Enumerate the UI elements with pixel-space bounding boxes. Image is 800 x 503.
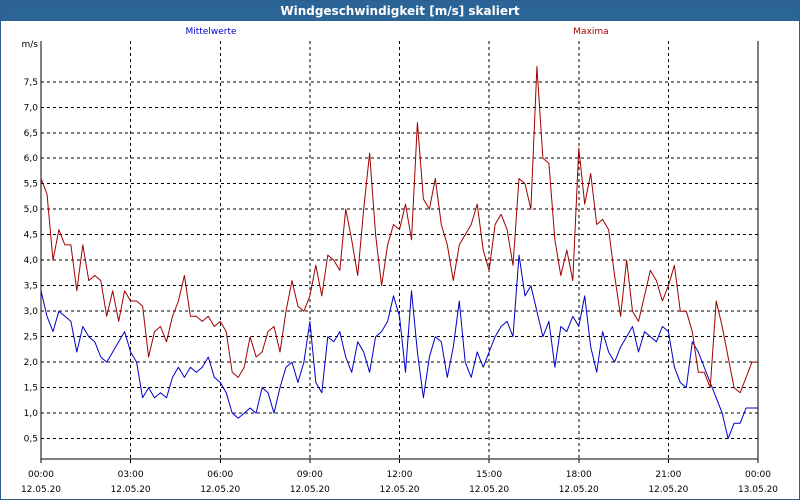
x-tick-date-label: 12.05.20 [379, 485, 419, 495]
y-tick-label: 6,0 [24, 154, 39, 164]
y-tick-label: 1,0 [24, 409, 39, 419]
x-tick-date-label: 12.05.20 [469, 485, 509, 495]
y-tick-label: 3,0 [24, 307, 39, 317]
series-layer [40, 66, 758, 440]
y-tick-label: 2,0 [24, 358, 39, 368]
wind-speed-chart: 0,5 1,0 1,5 2,0 2,5 3,0 3,5 4,0 4,5 5,0 5,5 6,0 6,5 7… [21, 27, 778, 495]
series-label-maxima: Maxima [573, 27, 608, 37]
y-tick-label: 4,0 [24, 256, 39, 266]
x-tick-date-label: 13.05.20 [738, 485, 778, 495]
x-tick-date-label: 12.05.20 [559, 485, 599, 495]
x-tick-date-label: 12.05.20 [21, 485, 61, 495]
x-tick-time-label: 09:00 [297, 470, 323, 480]
x-tick-date-label: 12.05.20 [200, 485, 240, 495]
chart-area: 0,5 1,0 1,5 2,0 2,5 3,0 3,5 4,0 4,5 5,0 5,5 6,0 6,5 7… [1, 21, 799, 499]
y-tick-label: 1,5 [24, 384, 38, 394]
x-tick-time-label: 21:00 [655, 470, 681, 480]
x-tick-date-label: 12.05.20 [290, 485, 330, 495]
x-tick-date-label: 12.05.20 [648, 485, 688, 495]
plot-frame [40, 41, 759, 463]
x-tick-time-label: 03:00 [118, 470, 144, 480]
x-tick-time-label: 18:00 [566, 470, 592, 480]
y-tick-label: 5,5 [24, 180, 38, 190]
x-tick-time-label: 00:00 [745, 470, 771, 480]
series-line-maxima [40, 66, 758, 394]
y-axis-unit-label: m/s [22, 40, 39, 50]
y-tick-label: 3,5 [24, 282, 38, 292]
x-tick-time-label: 06:00 [207, 470, 233, 480]
x-tick-time-label: 15:00 [476, 470, 502, 480]
y-tick-label: 0,5 [24, 435, 38, 445]
label-layer: 0,5 1,0 1,5 2,0 2,5 3,0 3,5 4,0 4,5 5,0 5,5 6,0 6,5 7… [21, 27, 778, 495]
y-tick-label: 6,5 [24, 129, 38, 139]
x-tick-time-label: 00:00 [28, 470, 54, 480]
y-tick-label: 4,5 [24, 231, 38, 241]
y-tick-label: 7,0 [24, 103, 39, 113]
x-tick-date-label: 12.05.20 [111, 485, 151, 495]
series-line-mittelwerte [40, 254, 758, 440]
y-tick-label: 5,0 [24, 205, 39, 215]
x-tick-time-label: 12:00 [387, 470, 413, 480]
grid-layer [41, 41, 758, 459]
y-tick-label: 2,5 [24, 333, 38, 343]
y-tick-label: 7,5 [24, 78, 38, 88]
series-label-mittelwerte: Mittelwerte [185, 27, 236, 37]
window-title: Windgeschwindigkeit [m/s] skaliert [1, 1, 799, 21]
